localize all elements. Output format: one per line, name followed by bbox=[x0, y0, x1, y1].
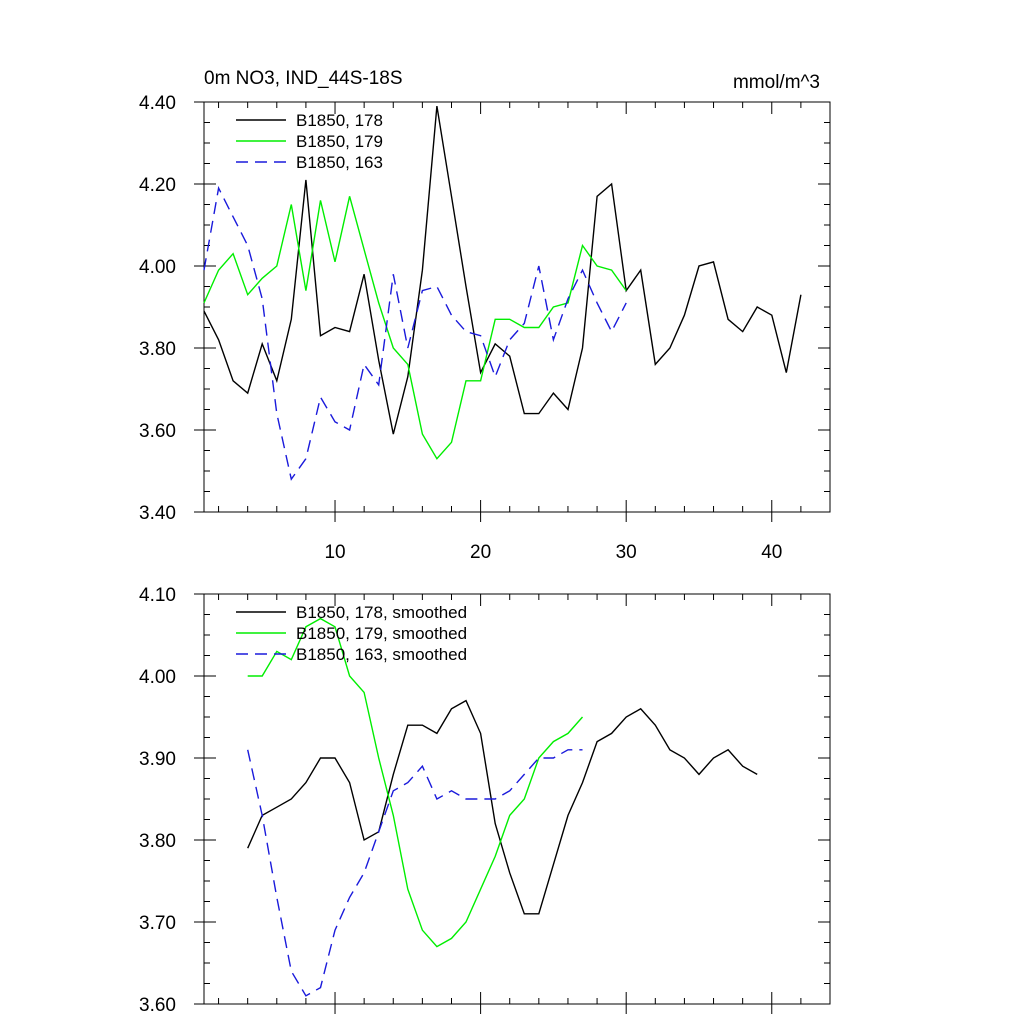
bottom-panel: 3.60 3.70 3.80 3.90 4.00 4.10 B1850, 178, smoo… bbox=[139, 585, 831, 1016]
y-tick-label: 4.40 bbox=[139, 93, 176, 114]
legend-label: B1850, 178, smoothed bbox=[296, 603, 467, 622]
x-tick-label: 10 bbox=[324, 542, 345, 563]
y-tick-label: 3.40 bbox=[139, 503, 176, 524]
y-tick-label: 3.80 bbox=[139, 831, 176, 852]
series-line-b1850-178-smoothed bbox=[247, 699, 758, 915]
x-tick-label: 20 bbox=[470, 542, 491, 563]
y-tick-label: 3.70 bbox=[139, 913, 176, 934]
x-tick-label: 30 bbox=[616, 542, 637, 563]
legend-label: B1850, 163, smoothed bbox=[296, 645, 467, 664]
y-tick-label: 4.10 bbox=[139, 585, 176, 606]
y-tick-label: 4.00 bbox=[139, 667, 176, 688]
chart-title: 0m NO3, IND_44S-18S bbox=[204, 68, 403, 89]
series-line-b1850-163 bbox=[203, 185, 627, 481]
top-panel: 10 20 30 40 3.40 3.60 3.80 4.00 4.20 4.40 0m NO3, … bbox=[139, 68, 831, 563]
x-tick-label: 40 bbox=[761, 542, 782, 563]
y-tick-label: 4.00 bbox=[139, 257, 176, 278]
y-tick-label: 4.20 bbox=[139, 175, 176, 196]
legend-label: B1850, 179 bbox=[296, 132, 383, 151]
legend-label: B1850, 178 bbox=[296, 111, 383, 130]
legend-label: B1850, 179, smoothed bbox=[296, 624, 467, 643]
y-tick-label: 3.60 bbox=[139, 995, 176, 1016]
y-tick-label: 3.90 bbox=[139, 749, 176, 770]
series-line-b1850-179-smoothed bbox=[247, 617, 584, 948]
units-label: mmol/m^3 bbox=[733, 72, 820, 93]
series-line-b1850-178 bbox=[203, 105, 802, 435]
series-line-b1850-179 bbox=[203, 196, 627, 460]
y-tick-label: 3.80 bbox=[139, 339, 176, 360]
y-tick-label: 3.60 bbox=[139, 421, 176, 442]
series-line-b1850-163-smoothed bbox=[247, 749, 583, 997]
legend-label: B1850, 163 bbox=[296, 153, 383, 172]
